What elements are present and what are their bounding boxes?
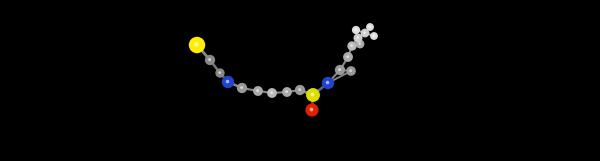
Point: [351, 29, 361, 31]
Point: [205, 58, 214, 61]
Point: [365, 25, 374, 28]
Point: [308, 93, 317, 96]
Point: [215, 71, 224, 74]
Point: [323, 81, 332, 84]
Point: [346, 70, 356, 72]
Point: [253, 89, 262, 92]
Point: [223, 80, 232, 83]
Point: [307, 108, 316, 111]
Point: [369, 34, 379, 37]
Point: [295, 88, 304, 91]
Point: [215, 72, 225, 74]
Point: [282, 91, 292, 93]
Point: [307, 109, 317, 111]
Point: [267, 92, 277, 94]
Point: [223, 81, 233, 83]
Point: [323, 82, 333, 84]
Point: [237, 86, 247, 89]
Point: [282, 90, 292, 93]
Point: [267, 91, 277, 94]
Point: [308, 94, 318, 96]
Point: [365, 26, 375, 28]
Point: [253, 90, 263, 92]
Point: [360, 32, 370, 34]
Point: [346, 69, 355, 72]
Point: [335, 69, 345, 71]
Point: [205, 59, 215, 61]
Point: [347, 44, 356, 47]
Point: [360, 31, 370, 34]
Point: [353, 36, 362, 39]
Point: [355, 43, 365, 45]
Point: [295, 89, 305, 91]
Point: [237, 87, 247, 89]
Point: [353, 37, 363, 39]
Point: [343, 56, 353, 58]
Point: [191, 43, 201, 46]
Point: [351, 28, 361, 31]
Point: [355, 42, 364, 45]
Point: [369, 35, 379, 37]
Point: [347, 45, 357, 47]
Point: [343, 55, 352, 58]
Point: [192, 44, 202, 46]
Point: [335, 68, 344, 71]
